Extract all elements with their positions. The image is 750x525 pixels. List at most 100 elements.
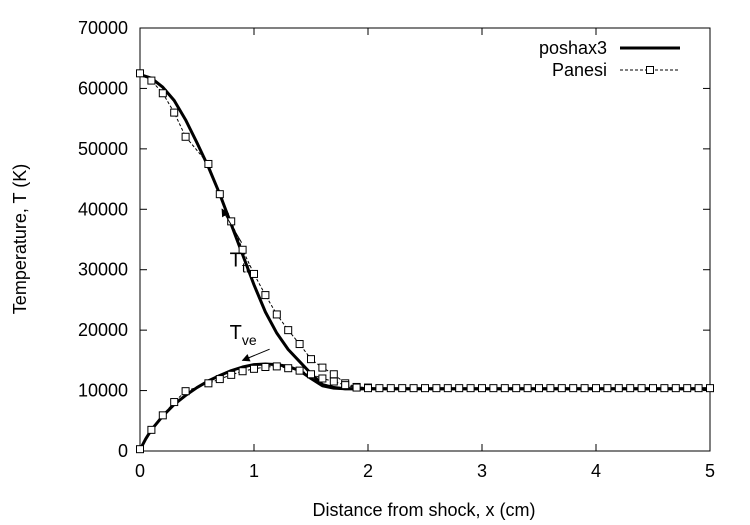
data-point bbox=[284, 364, 293, 373]
data-point bbox=[375, 384, 384, 393]
y-axis-label: Temperature, T (K) bbox=[10, 164, 30, 314]
y-tick-label: 50000 bbox=[78, 139, 128, 159]
data-point bbox=[181, 387, 190, 396]
x-tick-label: 0 bbox=[135, 461, 145, 481]
data-point bbox=[341, 381, 350, 390]
data-point bbox=[546, 384, 555, 393]
data-point bbox=[272, 310, 281, 319]
x-tick-label: 4 bbox=[591, 461, 601, 481]
x-tick-label: 2 bbox=[363, 461, 373, 481]
annotation-tr: Ttr bbox=[230, 250, 251, 276]
data-point bbox=[261, 291, 270, 300]
data-point bbox=[649, 384, 657, 393]
annotation-subscript: ve bbox=[242, 332, 257, 348]
data-point bbox=[694, 384, 703, 393]
x-tick-label: 1 bbox=[249, 461, 259, 481]
data-point bbox=[295, 366, 304, 375]
series-panesi bbox=[136, 69, 714, 454]
data-point bbox=[181, 132, 190, 141]
data-point bbox=[569, 384, 578, 393]
data-point bbox=[307, 355, 315, 364]
annotation-ve: Tve bbox=[230, 322, 257, 348]
data-point bbox=[250, 364, 258, 373]
data-point bbox=[409, 384, 418, 393]
y-tick-label: 20000 bbox=[78, 320, 128, 340]
data-point bbox=[238, 367, 247, 376]
data-point bbox=[421, 384, 429, 393]
annotation-arrow-tr bbox=[221, 208, 243, 243]
data-point bbox=[250, 269, 258, 278]
data-point bbox=[398, 384, 407, 393]
y-tick-label: 70000 bbox=[78, 18, 128, 38]
data-point bbox=[592, 384, 600, 393]
data-point bbox=[557, 384, 566, 393]
data-point bbox=[272, 362, 281, 371]
data-point bbox=[158, 89, 167, 98]
data-point bbox=[170, 108, 179, 117]
data-point bbox=[318, 363, 327, 372]
data-point bbox=[603, 384, 612, 393]
data-point bbox=[204, 379, 213, 388]
x-axis-label: Distance from shock, x (cm) bbox=[312, 500, 535, 520]
annotation-main: T bbox=[230, 250, 242, 272]
data-point bbox=[147, 425, 156, 434]
axes: 0 1 2 3 4 5 0 10000 20000 30000 40000 50000 60000 700… bbox=[78, 18, 715, 481]
data-point bbox=[660, 384, 669, 393]
series-line-panesi-0 bbox=[139, 72, 710, 389]
y-tick-label: 40000 bbox=[78, 199, 128, 219]
data-point bbox=[364, 384, 372, 393]
data-point bbox=[215, 375, 224, 384]
data-point bbox=[489, 384, 498, 393]
data-point bbox=[307, 370, 315, 379]
y-tick-label: 0 bbox=[118, 441, 128, 461]
series-layer bbox=[136, 69, 714, 454]
data-point bbox=[535, 384, 543, 393]
data-point bbox=[626, 384, 635, 393]
annotation-main: T bbox=[230, 322, 242, 344]
data-point bbox=[227, 370, 236, 379]
data-point bbox=[432, 384, 441, 393]
data-point bbox=[523, 384, 532, 393]
y-tick-label: 30000 bbox=[78, 260, 128, 280]
data-point bbox=[261, 363, 270, 372]
legend-label-panesi: Panesi bbox=[552, 60, 607, 80]
data-point bbox=[329, 377, 338, 386]
data-point bbox=[136, 445, 144, 454]
data-point bbox=[352, 383, 361, 392]
data-point bbox=[147, 76, 156, 85]
series-poshax3 bbox=[138, 73, 710, 451]
data-point bbox=[215, 190, 224, 199]
data-point bbox=[637, 384, 646, 393]
data-point bbox=[512, 384, 521, 393]
y-tick-label: 10000 bbox=[78, 381, 128, 401]
data-point bbox=[706, 384, 714, 393]
legend-marker bbox=[646, 66, 654, 74]
data-point bbox=[580, 384, 589, 393]
data-point bbox=[295, 340, 304, 349]
data-point bbox=[683, 384, 692, 393]
data-point bbox=[136, 69, 144, 78]
annotation-subscript: tr bbox=[242, 260, 251, 276]
data-point bbox=[329, 370, 338, 379]
data-point bbox=[455, 384, 464, 393]
annotation-arrow-ve bbox=[241, 348, 270, 362]
y-tick-label: 60000 bbox=[78, 78, 128, 98]
x-tick-label: 5 bbox=[705, 461, 715, 481]
data-point bbox=[671, 384, 680, 393]
data-point bbox=[466, 384, 475, 393]
data-point bbox=[170, 398, 179, 407]
data-point bbox=[158, 411, 167, 420]
data-point bbox=[284, 326, 293, 335]
data-point bbox=[614, 384, 623, 393]
legend-label-poshax3: poshax3 bbox=[539, 38, 607, 58]
data-point bbox=[238, 245, 247, 254]
x-tick-label: 3 bbox=[477, 461, 487, 481]
data-point bbox=[478, 384, 486, 393]
data-point bbox=[443, 384, 452, 393]
data-point bbox=[318, 374, 327, 383]
data-point bbox=[204, 159, 213, 168]
data-point bbox=[500, 384, 509, 393]
